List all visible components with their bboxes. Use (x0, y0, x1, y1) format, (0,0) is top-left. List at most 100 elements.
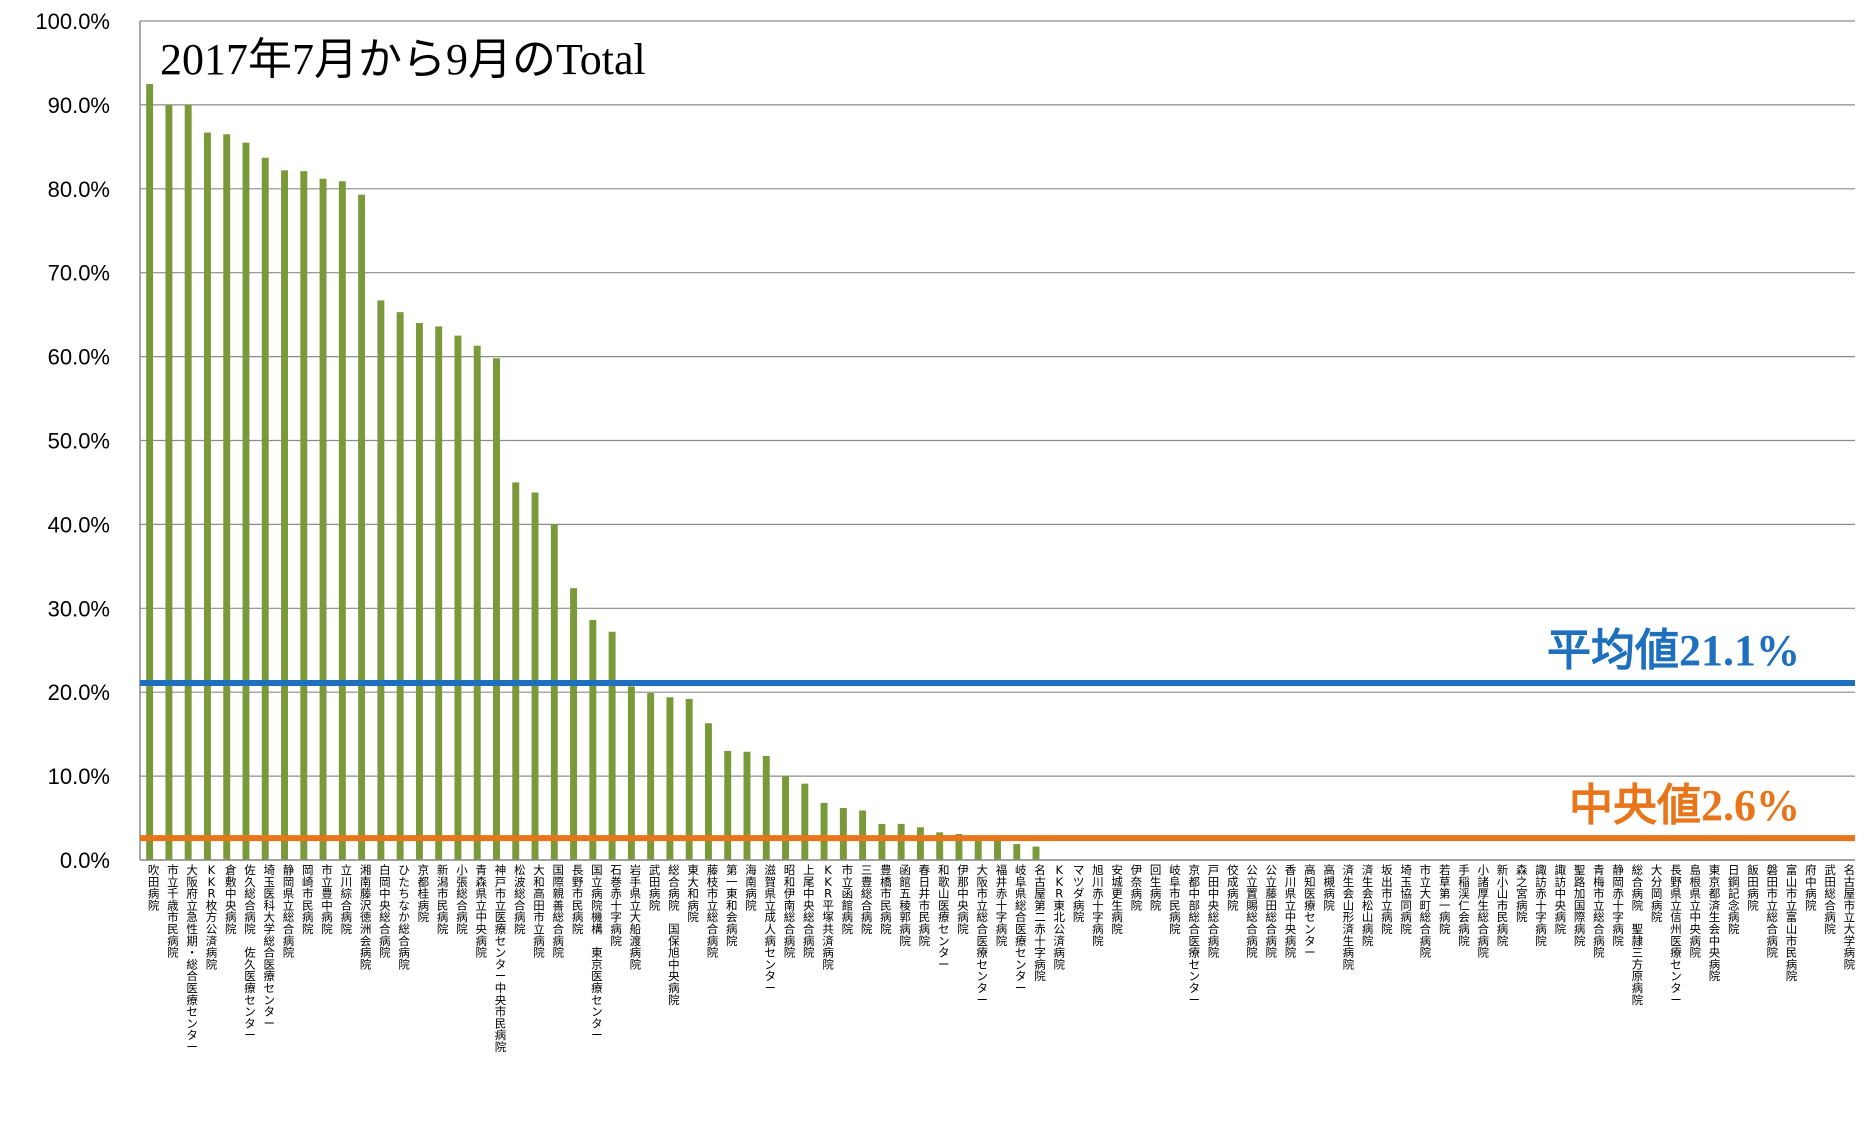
category-label: K K R 東北公済病院 (1054, 863, 1066, 971)
chart-title: 2017年7月から9月のTotal (160, 35, 646, 84)
bar (512, 482, 520, 860)
category-label: 石巻赤十字病院 (610, 863, 622, 948)
bar (782, 776, 790, 860)
category-label: 東京都済生会中央病院 (1709, 863, 1721, 983)
bars (146, 83, 1040, 861)
category-label: 岐阜県総合医療センター (1015, 863, 1027, 995)
bar (415, 323, 423, 860)
category-label: マツダ病院 (1073, 863, 1085, 924)
category-label: 伊奈病院 (1131, 863, 1143, 912)
bar (1013, 844, 1021, 860)
category-label: 第一東和会病院 (726, 863, 738, 948)
category-label: 公立藤田総合病院 (1266, 863, 1278, 960)
bar (396, 312, 404, 860)
category-label: 上尾中央総合病院 (803, 863, 815, 960)
bar (839, 807, 847, 860)
bar (724, 750, 732, 860)
category-label: 京都中部総合医療センター (1188, 863, 1200, 1007)
category-label: 総合病院 聖隷三方原病院 (1632, 863, 1644, 1007)
category-label: 坂出市立病院 (1381, 863, 1393, 936)
y-tick-label: 100.0% (35, 9, 110, 34)
bar (223, 134, 231, 860)
category-label: 埼玉医科大学総合医療センター (264, 863, 276, 1030)
bar (801, 783, 809, 860)
category-label: 岡崎市民病院 (302, 863, 314, 936)
category-label: 倉敷中央病院 (225, 863, 237, 936)
category-label: 市立函館病院 (842, 863, 854, 936)
bar (203, 132, 211, 860)
category-label: 佼成病院 (1227, 863, 1239, 912)
category-label: 長野県立信州医療センター (1670, 863, 1682, 1007)
category-label: 旭川赤十字病院 (1092, 863, 1104, 948)
axes (139, 21, 1855, 861)
category-label: 白岡中央総合病院 (379, 863, 391, 960)
bar (319, 178, 327, 860)
bar (916, 827, 924, 860)
category-label: 済生会山形済生病院 (1343, 863, 1355, 971)
category-label: 国立病院機構 東京医療センター (591, 863, 603, 1042)
bar (358, 194, 366, 861)
category-label: 伊那中央病院 (957, 863, 969, 936)
category-label: 湘南藤沢徳洲会病院 (360, 863, 372, 971)
category-label: 静岡県立総合病院 (283, 863, 295, 960)
category-label: 飯田病院 (1747, 863, 1759, 912)
category-label: 高知医療センター (1304, 863, 1316, 960)
category-label: 富山市立富山市民病院 (1786, 863, 1798, 983)
bar (704, 723, 712, 860)
y-tick-label: 40.0% (48, 512, 110, 537)
category-label: 回生病院 (1150, 863, 1162, 912)
category-label: K K R 平塚共済病院 (822, 863, 834, 971)
y-tick-label: 20.0% (48, 680, 110, 705)
reference-lines: 平均値21.1% 中央値2.6% (140, 626, 1855, 842)
bar (743, 751, 751, 860)
bar (165, 104, 173, 860)
y-tick-label: 50.0% (48, 429, 110, 454)
bar (608, 631, 616, 860)
category-label: 聖路加国際病院 (1574, 863, 1586, 948)
y-tick-label: 0.0% (60, 848, 110, 873)
category-label: 春日井市民病院 (919, 863, 931, 948)
category-label: 小張総合病院 (456, 863, 468, 936)
bar (994, 839, 1001, 860)
reference-line-label: 中央値2.6% (1569, 781, 1800, 830)
category-label: 安城更生病院 (1111, 863, 1123, 936)
bar (184, 104, 192, 860)
bar (473, 345, 481, 860)
category-label: 戸田中央総合病院 (1208, 863, 1220, 960)
category-label: 小諸厚生総合病院 (1477, 863, 1489, 960)
category-label: 諏訪中央病院 (1555, 863, 1567, 936)
category-label: 大阪市立総合医療センター (976, 863, 988, 1007)
bar (647, 693, 655, 860)
category-label: 東大和病院 (687, 863, 699, 924)
category-label: 武田総合病院 (1824, 863, 1836, 936)
category-label: 市立大町総合病院 (1420, 863, 1432, 960)
bar (1032, 846, 1040, 860)
y-tick-label: 80.0% (48, 177, 110, 202)
category-label: 佐久総合病院 佐久医療センター (244, 863, 256, 1042)
category-label: 国際親善総合病院 (553, 863, 565, 960)
category-label: 昭和伊南総合病院 (784, 863, 796, 960)
category-label: 京都桂病院 (418, 863, 430, 924)
category-label: 立川綜合病院 (341, 863, 353, 936)
category-label: 府中病院 (1805, 863, 1817, 912)
y-tick-label: 30.0% (48, 596, 110, 621)
bar (550, 524, 558, 860)
category-label: 青梅市立総合病院 (1593, 863, 1605, 960)
bar (897, 823, 905, 860)
category-label: 長野市民病院 (572, 863, 584, 936)
category-label: 名古屋市立大学病院 (1844, 863, 1856, 971)
y-axis-tick-labels: 0.0% 10.0% 20.0% 30.0% 40.0% 50.0% 60.0% 70.0% 8… (35, 9, 110, 873)
category-label: 済生会松山病院 (1362, 863, 1374, 948)
category-label: 市立千歳市民病院 (167, 863, 179, 960)
category-label: 函館五稜郭病院 (899, 863, 911, 948)
bar (242, 142, 250, 860)
category-label: 森之宮病院 (1516, 863, 1528, 924)
category-label: 磐田市立総合病院 (1767, 863, 1779, 960)
bar (435, 326, 443, 860)
bar (627, 686, 635, 860)
category-label: 青森県立中央病院 (475, 863, 487, 960)
category-label: 大分岡病院 (1651, 863, 1663, 924)
bar (377, 300, 385, 861)
